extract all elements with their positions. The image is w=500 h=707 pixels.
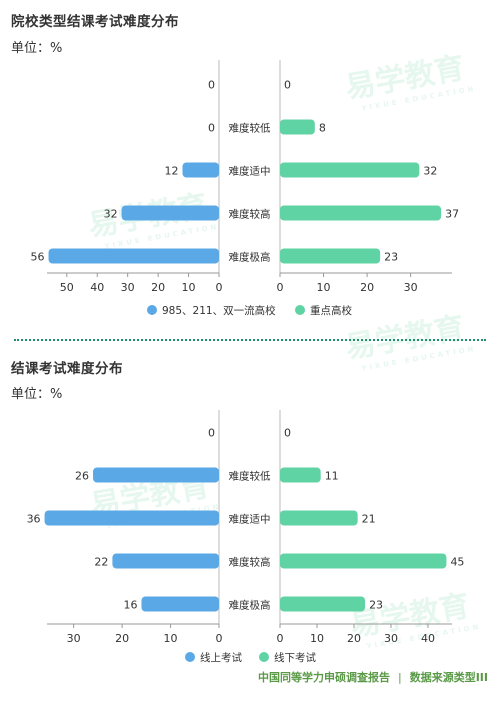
data-label-left: 36: [27, 513, 41, 526]
bar-right-series: [280, 119, 315, 135]
left-tick-label: 0: [216, 632, 223, 645]
chart1-title: 院校类型结课考试难度分布: [11, 14, 179, 30]
right-tick-label: 10: [310, 632, 324, 645]
section-divider: [14, 339, 486, 341]
footer-data-type: 数据来源类型III: [409, 671, 488, 684]
right-tick-label: 30: [384, 632, 398, 645]
data-label-left: 32: [104, 208, 118, 221]
bar-right-series: [280, 467, 321, 483]
chart2-unit: 单位：%: [11, 387, 63, 402]
data-label-right: 32: [423, 165, 437, 178]
right-tick-label: 40: [421, 632, 435, 645]
chart1-unit: 单位：%: [11, 41, 63, 56]
legend-label-right: 线下考试: [274, 651, 316, 664]
bar-right-series: [280, 248, 381, 264]
legend-label-right: 重点高校: [310, 304, 352, 317]
bar-right-series: [280, 510, 358, 526]
footer-report-name: 中国同等学力申硕调查报告: [258, 671, 390, 684]
category-label: 难度较低: [229, 470, 271, 483]
bar-right-series: [280, 205, 442, 221]
data-label-left: 22: [94, 556, 108, 569]
data-label-right: 0: [284, 79, 291, 92]
data-label-left: 56: [31, 251, 45, 264]
category-label: 难度极高: [229, 251, 271, 264]
data-label-right: 11: [325, 470, 339, 483]
left-tick-label: 10: [164, 632, 178, 645]
data-label-left: 0: [208, 122, 215, 135]
data-label-left: 0: [208, 427, 215, 440]
right-tick-label: 0: [277, 632, 284, 645]
bar-left-series: [182, 162, 219, 178]
bar-left-series: [121, 205, 219, 221]
footer-separator: |: [398, 671, 402, 684]
right-tick-label: 20: [347, 632, 361, 645]
left-tick-label: 30: [67, 632, 81, 645]
category-label: 难度较低: [229, 122, 271, 135]
data-label-left: 16: [123, 599, 137, 612]
legend-swatch-right: [295, 305, 305, 315]
left-tick-label: 10: [182, 281, 196, 294]
bar-left-series: [93, 467, 219, 483]
left-tick-label: 30: [121, 281, 135, 294]
bar-left-series: [44, 510, 219, 526]
category-label: 难度适中: [229, 513, 271, 526]
data-label-right: 45: [450, 556, 464, 569]
right-tick-label: 30: [404, 281, 418, 294]
right-tick-label: 20: [360, 281, 374, 294]
left-tick-label: 0: [216, 281, 223, 294]
data-label-right: 23: [369, 599, 383, 612]
left-tick-label: 20: [151, 281, 165, 294]
data-label-right: 8: [319, 122, 326, 135]
left-tick-label: 40: [90, 281, 104, 294]
bar-left-series: [112, 553, 219, 569]
data-label-left: 0: [208, 79, 215, 92]
footer-source: 中国同等学力申硕调查报告 | 数据来源类型III: [258, 669, 488, 685]
right-tick-label: 0: [277, 281, 284, 294]
chart2-svg: 0 0 难度较低 26 11 难度适中 36 21 难度较高 22 45 难度极高 16 23 30 20 10…: [27, 410, 464, 664]
bar-left-series: [48, 248, 219, 264]
legend-swatch-left: [185, 652, 195, 662]
data-label-right: 23: [384, 251, 398, 264]
chart2-title: 结课考试难度分布: [11, 361, 123, 377]
category-label: 难度极高: [229, 599, 271, 612]
legend-swatch-left: [147, 305, 157, 315]
chart1-svg: 0 0 难度较低 0 8 难度适中 12 32 难度较高 32 37 难度极高 56 23 50 40 30 20…: [31, 60, 459, 317]
data-label-right: 21: [362, 513, 376, 526]
category-label: 难度较高: [229, 208, 271, 221]
right-tick-label: 10: [317, 281, 331, 294]
bar-left-series: [141, 596, 219, 612]
legend-swatch-right: [259, 652, 269, 662]
left-tick-label: 20: [115, 632, 129, 645]
bar-right-series: [280, 162, 420, 178]
data-label-right: 0: [284, 427, 291, 440]
category-label: 难度适中: [229, 165, 271, 178]
data-label-left: 26: [75, 470, 89, 483]
left-tick-label: 50: [60, 281, 74, 294]
data-label-right: 37: [445, 208, 459, 221]
bar-right-series: [280, 596, 366, 612]
legend-label-left: 985、211、双一流高校: [162, 304, 276, 317]
legend-label-left: 线上考试: [200, 651, 242, 664]
bar-right-series: [280, 553, 447, 569]
category-label: 难度较高: [229, 556, 271, 569]
data-label-left: 12: [164, 165, 178, 178]
